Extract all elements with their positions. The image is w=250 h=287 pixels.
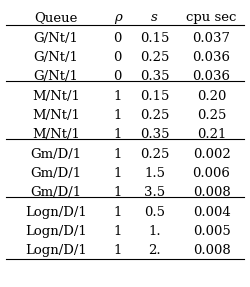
- Text: 0.20: 0.20: [197, 90, 226, 103]
- Text: 1: 1: [114, 205, 122, 219]
- Text: 0.002: 0.002: [193, 148, 230, 161]
- Text: cpu sec: cpu sec: [186, 11, 237, 24]
- Text: M/Nt/1: M/Nt/1: [32, 128, 80, 141]
- Text: Queue: Queue: [34, 11, 78, 24]
- Text: 0.25: 0.25: [197, 109, 226, 122]
- Text: 0.036: 0.036: [192, 70, 230, 83]
- Text: ρ: ρ: [114, 11, 122, 24]
- Text: 0.004: 0.004: [193, 205, 230, 219]
- Text: 1.5: 1.5: [144, 167, 165, 180]
- Text: G/Nt/1: G/Nt/1: [33, 51, 78, 64]
- Text: 0.35: 0.35: [140, 128, 170, 141]
- Text: Logn/D/1: Logn/D/1: [25, 225, 87, 238]
- Text: Gm/D/1: Gm/D/1: [30, 148, 81, 161]
- Text: 0.5: 0.5: [144, 205, 165, 219]
- Text: 0.25: 0.25: [140, 51, 169, 64]
- Text: 1.: 1.: [148, 225, 161, 238]
- Text: 1: 1: [114, 167, 122, 180]
- Text: Gm/D/1: Gm/D/1: [30, 167, 81, 180]
- Text: 0.005: 0.005: [193, 225, 230, 238]
- Text: G/Nt/1: G/Nt/1: [33, 32, 78, 44]
- Text: 1: 1: [114, 186, 122, 199]
- Text: 0: 0: [114, 70, 122, 83]
- Text: 0.036: 0.036: [192, 51, 230, 64]
- Text: 1: 1: [114, 148, 122, 161]
- Text: 1: 1: [114, 109, 122, 122]
- Text: 0.006: 0.006: [192, 167, 230, 180]
- Text: 0: 0: [114, 51, 122, 64]
- Text: 1: 1: [114, 244, 122, 257]
- Text: 1: 1: [114, 128, 122, 141]
- Text: 0.21: 0.21: [197, 128, 226, 141]
- Text: 3.5: 3.5: [144, 186, 165, 199]
- Text: 0.008: 0.008: [193, 244, 230, 257]
- Text: M/Nt/1: M/Nt/1: [32, 109, 80, 122]
- Text: 0.15: 0.15: [140, 90, 169, 103]
- Text: 0: 0: [114, 32, 122, 44]
- Text: 1: 1: [114, 90, 122, 103]
- Text: Logn/D/1: Logn/D/1: [25, 205, 87, 219]
- Text: 0.15: 0.15: [140, 32, 169, 44]
- Text: M/Nt/1: M/Nt/1: [32, 90, 80, 103]
- Text: 0.008: 0.008: [193, 186, 230, 199]
- Text: Gm/D/1: Gm/D/1: [30, 186, 81, 199]
- Text: Logn/D/1: Logn/D/1: [25, 244, 87, 257]
- Text: 0.35: 0.35: [140, 70, 170, 83]
- Text: 0.25: 0.25: [140, 109, 169, 122]
- Text: G/Nt/1: G/Nt/1: [33, 70, 78, 83]
- Text: 0.25: 0.25: [140, 148, 169, 161]
- Text: 2.: 2.: [148, 244, 161, 257]
- Text: 0.037: 0.037: [192, 32, 230, 44]
- Text: s: s: [151, 11, 158, 24]
- Text: 1: 1: [114, 225, 122, 238]
